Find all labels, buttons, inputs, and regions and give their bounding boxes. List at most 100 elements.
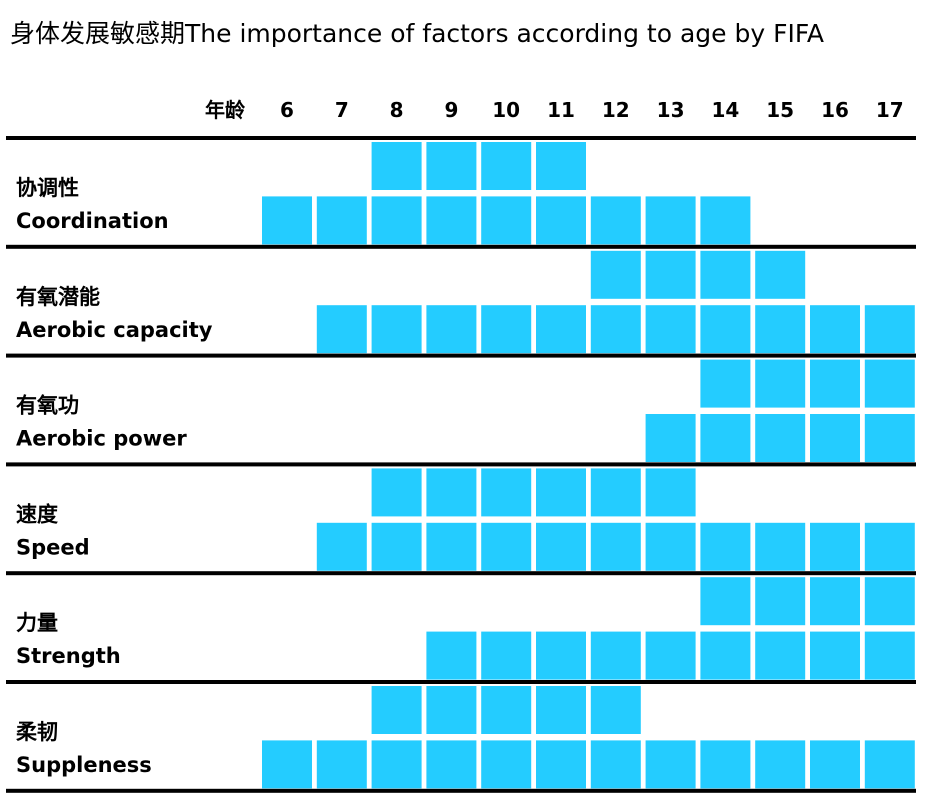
cell-bottom-f4-age-16 xyxy=(810,631,860,680)
factor-label-zh-5: 柔韧 xyxy=(16,720,58,744)
cell-bottom-f1-age-17 xyxy=(864,305,915,354)
factor-label-zh-0: 协调性 xyxy=(16,176,79,200)
cell-top-f2-age-14 xyxy=(700,359,751,408)
cell-top-f3-age-12 xyxy=(590,468,641,517)
age-tick-11: 11 xyxy=(547,98,575,122)
cell-top-f3-age-13 xyxy=(645,468,696,517)
cell-bottom-f5-age-13 xyxy=(645,740,696,789)
cell-bottom-f1-age-14 xyxy=(700,305,751,354)
cell-top-f5-age-8 xyxy=(371,686,422,734)
cell-bottom-f3-age-13 xyxy=(645,522,696,571)
cell-bottom-f5-age-17 xyxy=(864,740,915,789)
cell-bottom-f5-age-8 xyxy=(371,740,422,789)
cell-bottom-f1-age-10 xyxy=(481,305,532,354)
age-tick-13: 13 xyxy=(657,98,685,122)
cell-top-f5-age-11 xyxy=(536,686,586,734)
cell-top-f3-age-9 xyxy=(426,468,477,517)
cell-top-f4-age-16 xyxy=(810,577,860,626)
cell-top-f0-age-9 xyxy=(426,142,477,190)
cell-bottom-f3-age-7 xyxy=(316,522,367,571)
cell-bottom-f4-age-13 xyxy=(645,631,696,680)
cell-bottom-f1-age-7 xyxy=(316,305,367,354)
cell-top-f1-age-12 xyxy=(590,250,641,299)
cell-bottom-f3-age-11 xyxy=(536,522,586,571)
cell-bottom-f0-age-13 xyxy=(645,196,696,245)
cell-top-f1-age-13 xyxy=(645,250,696,299)
cell-bottom-f1-age-15 xyxy=(755,305,806,354)
cell-bottom-f1-age-12 xyxy=(590,305,641,354)
cell-top-f3-age-8 xyxy=(371,468,422,517)
cell-bottom-f1-age-9 xyxy=(426,305,477,354)
cell-bottom-f1-age-8 xyxy=(371,305,422,354)
row-separator-6 xyxy=(6,788,916,793)
cell-bottom-f4-age-15 xyxy=(755,631,806,680)
factor-label-en-4: Strength xyxy=(16,644,121,668)
cell-bottom-f0-age-11 xyxy=(536,196,586,245)
age-tick-17: 17 xyxy=(876,98,904,122)
cell-bottom-f2-age-15 xyxy=(755,414,806,462)
cell-bottom-f3-age-17 xyxy=(864,522,915,571)
row-separator-1 xyxy=(6,244,916,249)
cell-bottom-f5-age-10 xyxy=(481,740,532,789)
age-tick-9: 9 xyxy=(444,98,458,122)
cell-bottom-f5-age-14 xyxy=(700,740,751,789)
cell-bottom-f0-age-8 xyxy=(371,196,422,245)
cell-bottom-f3-age-8 xyxy=(371,522,422,571)
cell-top-f4-age-14 xyxy=(700,577,751,626)
age-tick-16: 16 xyxy=(821,98,849,122)
row-separator-5 xyxy=(6,680,916,684)
cell-bottom-f5-age-9 xyxy=(426,740,477,789)
row-separator-2 xyxy=(6,353,916,358)
cell-bottom-f4-age-10 xyxy=(481,631,532,680)
cell-bottom-f0-age-6 xyxy=(262,196,312,245)
cell-bottom-f5-age-6 xyxy=(262,740,312,789)
cell-bottom-f3-age-15 xyxy=(755,522,806,571)
age-tick-6: 6 xyxy=(280,98,294,122)
cell-top-f3-age-10 xyxy=(481,468,532,517)
cell-bottom-f3-age-16 xyxy=(810,522,860,571)
cell-bottom-f4-age-17 xyxy=(864,631,915,680)
cell-bottom-f4-age-14 xyxy=(700,631,751,680)
factor-labels: 协调性 Coordination 有氧潜能 Aerobic capacity 有氧功 Ae… xyxy=(16,176,213,777)
cell-top-f0-age-8 xyxy=(371,142,422,190)
row-separator-0 xyxy=(6,136,916,140)
cell-bottom-f3-age-12 xyxy=(590,522,641,571)
cell-bottom-f2-age-17 xyxy=(864,414,915,462)
factor-label-en-5: Suppleness xyxy=(16,753,152,777)
cell-bottom-f2-age-16 xyxy=(810,414,860,462)
cell-bottom-f0-age-7 xyxy=(316,196,367,245)
cell-top-f0-age-10 xyxy=(481,142,532,190)
cell-bottom-f5-age-7 xyxy=(316,740,367,789)
age-axis-label: 年龄 xyxy=(205,98,246,122)
row-separators xyxy=(6,136,916,793)
age-tick-10: 10 xyxy=(492,98,520,122)
cell-grid xyxy=(262,142,915,789)
cell-top-f4-age-17 xyxy=(864,577,915,626)
cell-bottom-f5-age-15 xyxy=(755,740,806,789)
cell-bottom-f5-age-12 xyxy=(590,740,641,789)
cell-top-f4-age-15 xyxy=(755,577,806,626)
cell-bottom-f0-age-12 xyxy=(590,196,641,245)
row-separator-3 xyxy=(6,462,916,467)
cell-top-f0-age-11 xyxy=(536,142,586,190)
cell-bottom-f3-age-10 xyxy=(481,522,532,571)
cell-top-f1-age-15 xyxy=(755,250,806,299)
cell-top-f2-age-17 xyxy=(864,359,915,408)
age-tick-12: 12 xyxy=(602,98,630,122)
cell-top-f5-age-10 xyxy=(481,686,532,734)
cell-bottom-f2-age-14 xyxy=(700,414,751,462)
cell-top-f3-age-11 xyxy=(536,468,586,517)
factor-label-en-0: Coordination xyxy=(16,209,169,233)
cell-bottom-f0-age-10 xyxy=(481,196,532,245)
cell-bottom-f5-age-16 xyxy=(810,740,860,789)
factor-label-zh-1: 有氧潜能 xyxy=(16,285,100,309)
cell-bottom-f4-age-11 xyxy=(536,631,586,680)
row-separator-4 xyxy=(6,571,916,576)
cell-top-f2-age-15 xyxy=(755,359,806,408)
age-tick-7: 7 xyxy=(335,98,349,122)
factor-label-en-1: Aerobic capacity xyxy=(16,318,213,342)
cell-bottom-f0-age-9 xyxy=(426,196,477,245)
factor-label-en-2: Aerobic power xyxy=(16,427,187,451)
cell-top-f5-age-12 xyxy=(590,686,641,734)
